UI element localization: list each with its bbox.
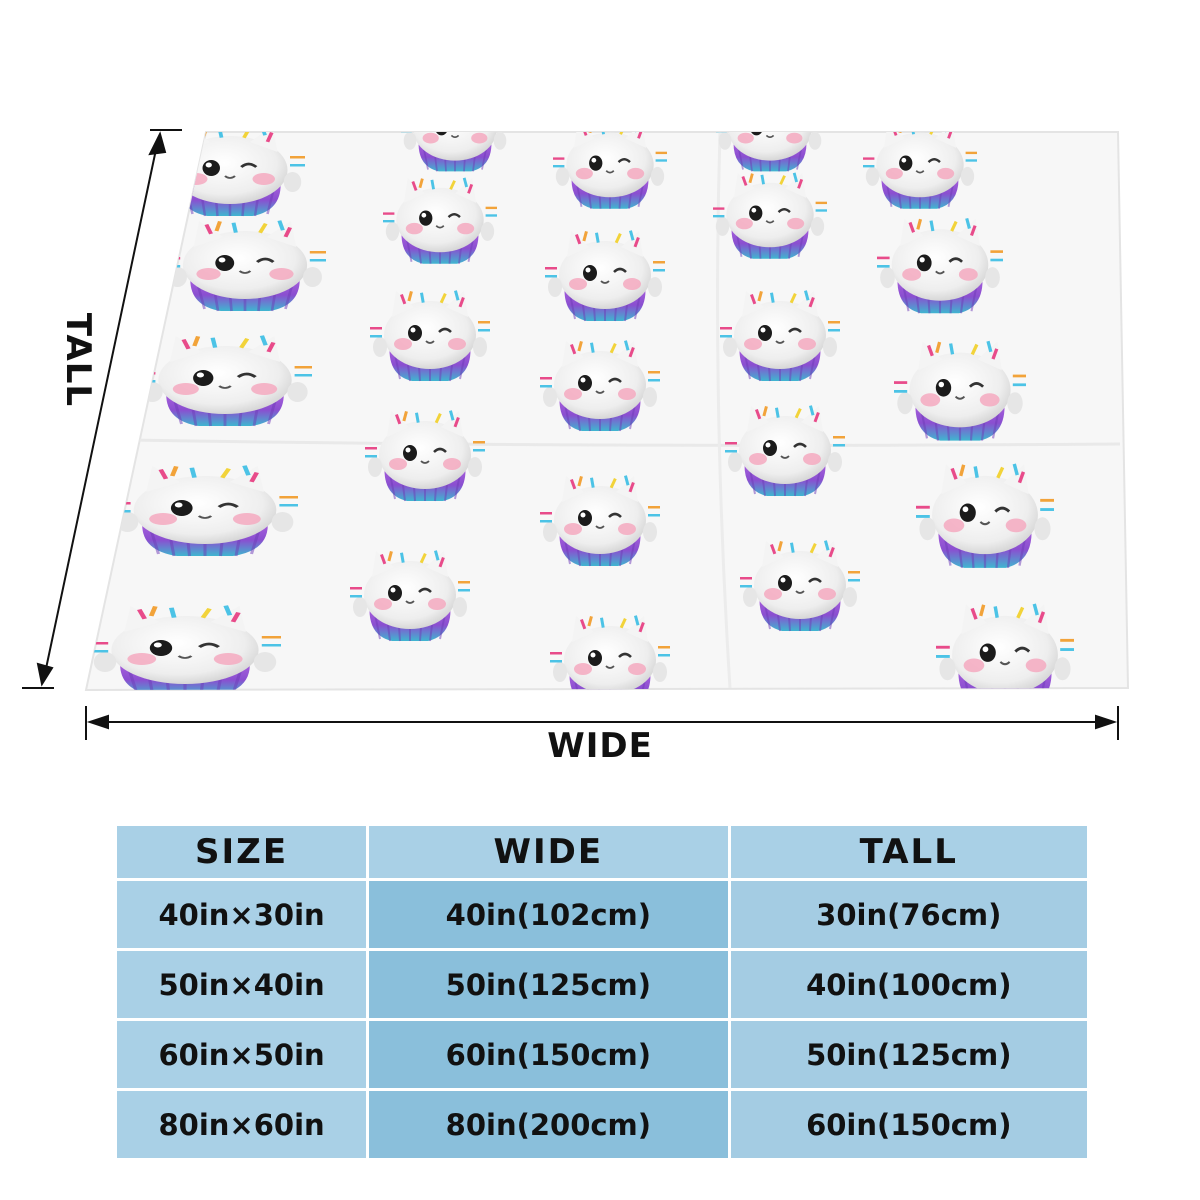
cell-size: 50in×40in (117, 951, 367, 1018)
cell-wide: 80in(200cm) (369, 1091, 728, 1158)
cell-tall: 50in(125cm) (730, 1021, 1087, 1088)
size-table: SIZE WIDE TALL 40in×30in 40in(102cm) 30i… (114, 823, 1090, 1161)
cell-wide: 50in(125cm) (369, 951, 728, 1018)
header-tall: TALL (730, 826, 1087, 878)
cell-wide: 40in(102cm) (369, 881, 728, 948)
table-row: 40in×30in 40in(102cm) 30in(76cm) (117, 881, 1087, 948)
cell-tall: 30in(76cm) (730, 881, 1087, 948)
cell-tall: 40in(100cm) (730, 951, 1087, 1018)
blanket-figure (22, 129, 1130, 740)
blanket (84, 131, 1130, 692)
table-row: 60in×50in 60in(150cm) 50in(125cm) (117, 1021, 1087, 1088)
header-wide: WIDE (369, 826, 728, 878)
cell-tall: 60in(150cm) (730, 1091, 1087, 1158)
table-row: 80in×60in 80in(200cm) 60in(150cm) (117, 1091, 1087, 1158)
table-header-row: SIZE WIDE TALL (117, 826, 1087, 878)
cell-wide: 60in(150cm) (369, 1021, 728, 1088)
tall-dimension-arrow (22, 129, 182, 689)
cell-size: 80in×60in (117, 1091, 367, 1158)
tall-label: TALL (58, 312, 98, 408)
wide-label: WIDE (547, 726, 653, 766)
cell-size: 40in×30in (117, 881, 367, 948)
header-size: SIZE (117, 826, 367, 878)
cell-size: 60in×50in (117, 1021, 367, 1088)
table-row: 50in×40in 50in(125cm) 40in(100cm) (117, 951, 1087, 1018)
wide-dimension-arrow (85, 706, 1119, 740)
